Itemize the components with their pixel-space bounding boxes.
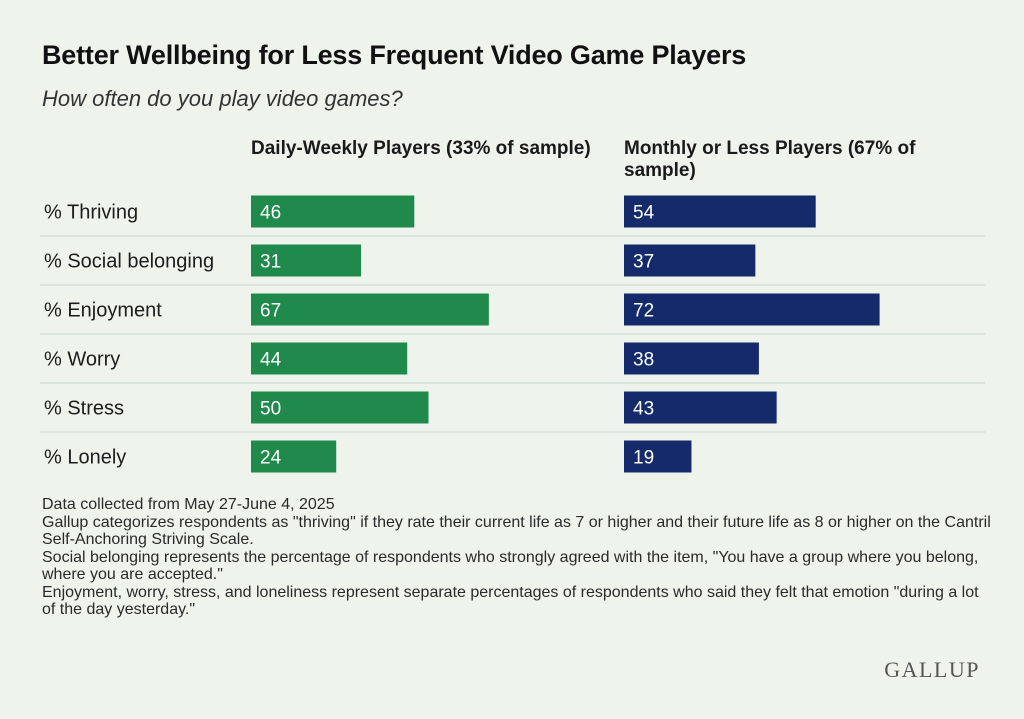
- bar-chart: % Thriving 46 54 % Social belonging 31 37 % En…: [40, 195, 985, 473]
- data-label-daily-weekly-thriving: 46: [260, 203, 281, 224]
- bar-daily-weekly-stress: [251, 391, 429, 424]
- bar-monthly-or-less-worry: [624, 342, 759, 375]
- chart-subtitle: How often do you play video games?: [42, 86, 403, 111]
- data-label-monthly-or-less-thriving: 54: [633, 203, 655, 224]
- note-thriving-definition: Gallup categorizes respondents as "thriv…: [42, 513, 991, 549]
- category-label-social-belonging: % Social belonging: [44, 251, 214, 273]
- data-label-daily-weekly-lonely: 24: [260, 448, 282, 469]
- category-label-stress: % Stress: [44, 398, 124, 420]
- data-label-monthly-or-less-social-belonging: 37: [633, 252, 654, 273]
- data-label-monthly-or-less-worry: 38: [633, 350, 654, 371]
- data-label-monthly-or-less-enjoyment: 72: [633, 301, 654, 322]
- bar-daily-weekly-lonely: [251, 440, 337, 473]
- bar-monthly-or-less-social-belonging: [624, 244, 756, 277]
- bar-monthly-or-less-thriving: [624, 195, 816, 228]
- category-label-enjoyment: % Enjoyment: [44, 300, 162, 322]
- bar-daily-weekly-thriving: [251, 195, 415, 228]
- bar-monthly-or-less-stress: [624, 391, 777, 424]
- bar-daily-weekly-enjoyment: [251, 293, 489, 326]
- data-label-daily-weekly-enjoyment: 67: [260, 301, 281, 322]
- bar-daily-weekly-social-belonging: [251, 244, 362, 277]
- bar-daily-weekly-worry: [251, 342, 408, 375]
- chart-title: Better Wellbeing for Less Frequent Video…: [42, 40, 747, 70]
- category-label-worry: % Worry: [44, 349, 120, 371]
- category-label-thriving: % Thriving: [44, 202, 138, 224]
- note-social-belonging-definition: Social belonging represents the percenta…: [42, 548, 979, 584]
- bar-monthly-or-less-enjoyment: [624, 293, 880, 326]
- bar-monthly-or-less-lonely: [624, 440, 692, 473]
- data-label-daily-weekly-social-belonging: 31: [260, 252, 281, 273]
- series-header-monthly-or-less: Monthly or Less Players (67% of sample): [624, 138, 916, 181]
- series-header-daily-weekly: Daily-Weekly Players (33% of sample): [251, 138, 591, 159]
- gallup-logo: GALLUP: [884, 657, 980, 682]
- data-label-monthly-or-less-lonely: 19: [633, 448, 654, 469]
- data-label-daily-weekly-worry: 44: [260, 350, 282, 371]
- data-label-monthly-or-less-stress: 43: [633, 399, 654, 420]
- note-emotions-definition: Enjoyment, worry, stress, and loneliness…: [42, 583, 979, 619]
- chart-notes: Data collected from May 27-June 4, 2025 …: [42, 496, 992, 619]
- category-label-lonely: % Lonely: [44, 447, 126, 469]
- note-data-collection: Data collected from May 27-June 4, 2025: [42, 496, 335, 513]
- data-label-daily-weekly-stress: 50: [260, 399, 281, 420]
